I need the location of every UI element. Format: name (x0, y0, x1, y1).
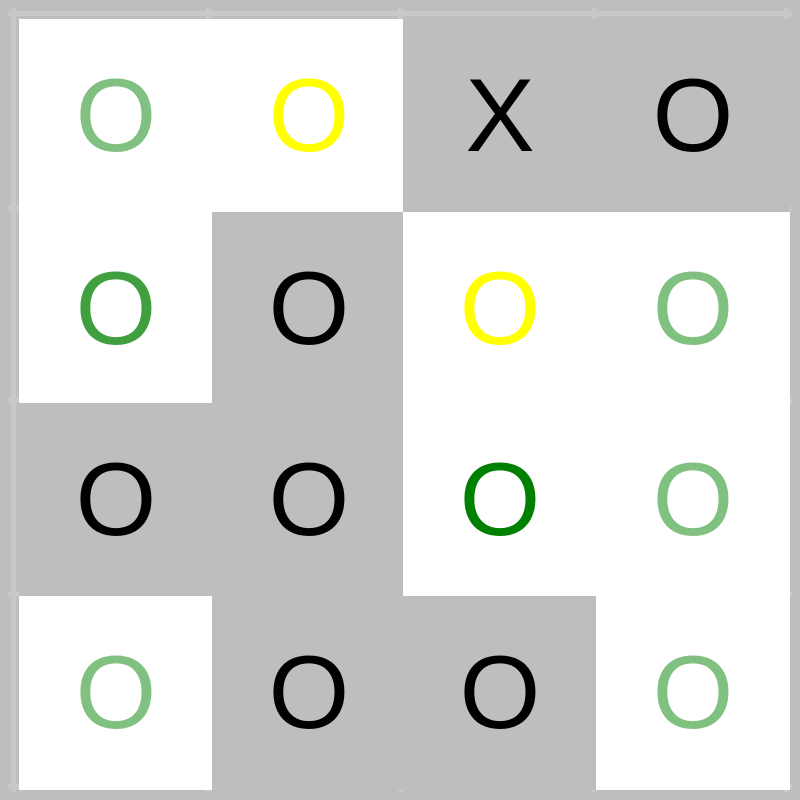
board-cell-r2c3[interactable]: O (403, 212, 597, 406)
board-cell-r3c2[interactable]: O (212, 403, 406, 597)
board-cell-r4c3[interactable]: O (403, 596, 597, 790)
board-cell-r1c1[interactable]: O (19, 19, 213, 213)
board-cell-r1c2[interactable]: O (212, 19, 406, 213)
board-cell-r1c4[interactable]: O (596, 19, 790, 213)
board-cell-r2c2[interactable]: O (212, 212, 406, 406)
game-board: O O X O O O O O O O O O O O O O (11, 11, 790, 790)
board-cell-r2c1[interactable]: O (19, 212, 213, 406)
board-cell-r3c4[interactable]: O (596, 403, 790, 597)
board-cell-r4c4[interactable]: O (596, 596, 790, 790)
board-cell-r3c3[interactable]: O (403, 403, 597, 597)
board-cell-r2c4[interactable]: O (596, 212, 790, 406)
board-cell-r4c1[interactable]: O (19, 596, 213, 790)
board-cell-r3c1[interactable]: O (19, 403, 213, 597)
board-cell-r1c3[interactable]: X (403, 19, 597, 213)
grid-border (11, 8, 16, 792)
grid-border (8, 11, 792, 16)
board-cell-r4c2[interactable]: O (212, 596, 406, 790)
